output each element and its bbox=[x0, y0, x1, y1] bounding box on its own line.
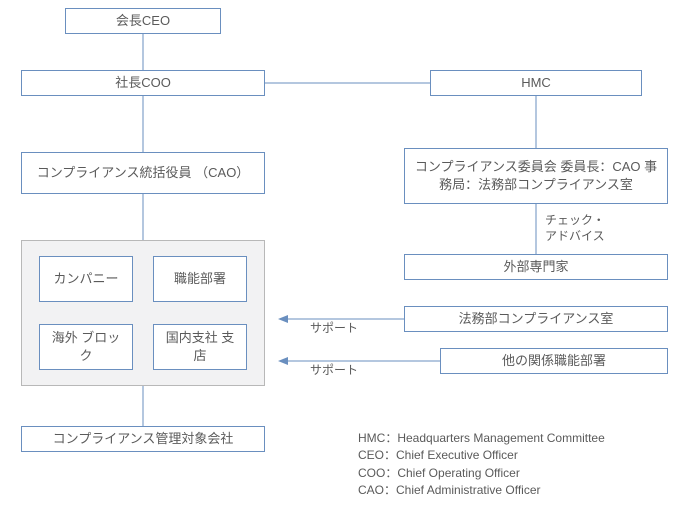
node-coo-label: 社長COO bbox=[115, 74, 171, 92]
node-hmc: HMC bbox=[430, 70, 642, 96]
node-committee: コンプライアンス委員会 委員長：CAO 事務局：法務部コンプライアンス室 bbox=[404, 148, 668, 204]
node-domestic-branch: 国内支社 支店 bbox=[153, 324, 247, 370]
node-otherDept-label: 他の関係職能部署 bbox=[502, 352, 606, 370]
org-chart-canvas: 会長CEO 社長COO HMC コンプライアンス統括役員 （CAO） コンプライ… bbox=[0, 0, 700, 515]
legend: HMC：Headquarters Management Committee CE… bbox=[358, 430, 605, 500]
label-support-2: サポート bbox=[310, 362, 358, 378]
node-managed-companies: コンプライアンス管理対象会社 bbox=[21, 426, 265, 452]
node-ceo-label: 会長CEO bbox=[116, 12, 170, 30]
node-other-departments: 他の関係職能部署 bbox=[440, 348, 668, 374]
node-funcDept-label: 職能部署 bbox=[174, 270, 226, 288]
node-managed-label: コンプライアンス管理対象会社 bbox=[53, 430, 234, 448]
node-external-experts: 外部専門家 bbox=[404, 254, 668, 280]
node-cao: コンプライアンス統括役員 （CAO） bbox=[21, 152, 265, 194]
node-company: カンパニー bbox=[39, 256, 133, 302]
node-domestic-label: 国内支社 支店 bbox=[160, 329, 240, 364]
node-committee-label: コンプライアンス委員会 委員長：CAO 事務局：法務部コンプライアンス室 bbox=[411, 158, 661, 193]
node-experts-label: 外部専門家 bbox=[503, 258, 568, 276]
node-hmc-label: HMC bbox=[521, 74, 551, 92]
node-cao-label: コンプライアンス統括役員 （CAO） bbox=[37, 164, 250, 182]
node-legal-label: 法務部コンプライアンス室 bbox=[459, 310, 614, 328]
node-ceo: 会長CEO bbox=[65, 8, 221, 34]
node-overseas-label: 海外 ブロック bbox=[46, 329, 126, 364]
node-functional-dept: 職能部署 bbox=[153, 256, 247, 302]
node-overseas-block: 海外 ブロック bbox=[39, 324, 133, 370]
node-legal-compliance: 法務部コンプライアンス室 bbox=[404, 306, 668, 332]
label-support-1: サポート bbox=[310, 320, 358, 336]
node-coo: 社長COO bbox=[21, 70, 265, 96]
node-company-label: カンパニー bbox=[53, 270, 118, 288]
label-check-advice: チェック・ アドバイス bbox=[545, 212, 605, 244]
